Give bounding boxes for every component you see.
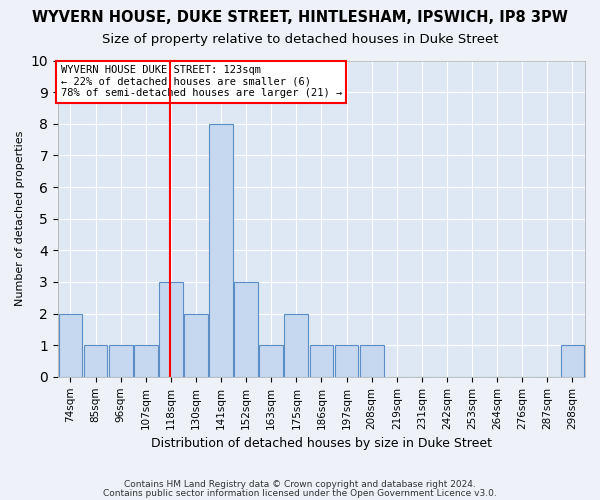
Text: WYVERN HOUSE DUKE STREET: 123sqm
← 22% of detached houses are smaller (6)
78% of: WYVERN HOUSE DUKE STREET: 123sqm ← 22% o…	[61, 65, 342, 98]
Text: Contains HM Land Registry data © Crown copyright and database right 2024.: Contains HM Land Registry data © Crown c…	[124, 480, 476, 489]
Bar	[83, 345, 107, 377]
Text: Contains public sector information licensed under the Open Government Licence v3: Contains public sector information licen…	[103, 490, 497, 498]
X-axis label: Distribution of detached houses by size in Duke Street: Distribution of detached houses by size …	[151, 437, 492, 450]
Bar	[134, 345, 158, 377]
Bar	[360, 345, 383, 377]
Bar	[184, 314, 208, 377]
Bar	[234, 282, 258, 377]
Bar	[209, 124, 233, 377]
Bar	[109, 345, 133, 377]
Bar	[284, 314, 308, 377]
Bar	[560, 345, 584, 377]
Y-axis label: Number of detached properties: Number of detached properties	[15, 131, 25, 306]
Bar	[59, 314, 82, 377]
Bar	[310, 345, 334, 377]
Text: WYVERN HOUSE, DUKE STREET, HINTLESHAM, IPSWICH, IP8 3PW: WYVERN HOUSE, DUKE STREET, HINTLESHAM, I…	[32, 10, 568, 25]
Bar	[259, 345, 283, 377]
Text: Size of property relative to detached houses in Duke Street: Size of property relative to detached ho…	[102, 32, 498, 46]
Bar	[335, 345, 358, 377]
Bar	[159, 282, 183, 377]
